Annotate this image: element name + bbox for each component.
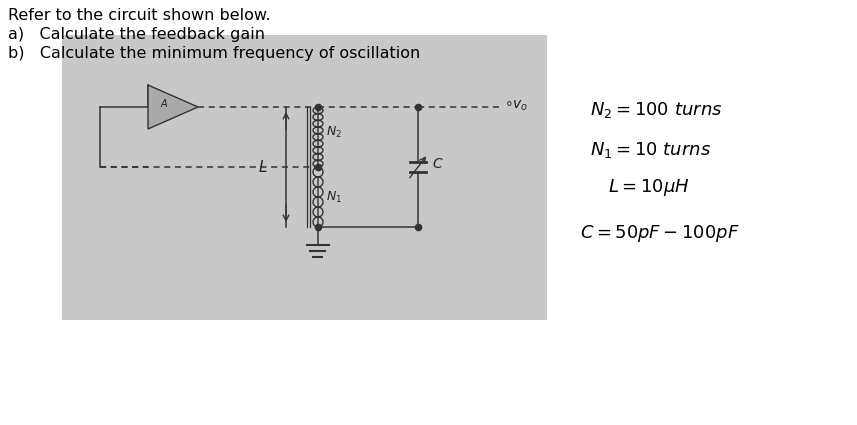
Text: b)   Calculate the minimum frequency of oscillation: b) Calculate the minimum frequency of os…: [8, 46, 420, 61]
Text: $L = 10\mu H$: $L = 10\mu H$: [608, 176, 690, 198]
Text: $L$: $L$: [258, 159, 267, 175]
Bar: [62, 35, 547, 320]
Text: $\circ v_o$: $\circ v_o$: [504, 99, 529, 113]
Text: $C$: $C$: [432, 157, 444, 171]
Text: Refer to the circuit shown below.: Refer to the circuit shown below.: [8, 8, 271, 23]
Text: $N_1$: $N_1$: [326, 190, 342, 204]
Polygon shape: [148, 85, 198, 129]
Text: $N_1 = 10\ \mathit{turns}$: $N_1 = 10\ \mathit{turns}$: [590, 140, 711, 160]
Text: A: A: [161, 99, 168, 109]
Text: $N_2$: $N_2$: [326, 125, 342, 139]
Text: $C = 50pF - 100pF$: $C = 50pF - 100pF$: [580, 223, 740, 244]
Text: a)   Calculate the feedback gain: a) Calculate the feedback gain: [8, 27, 265, 42]
Text: $N_2 = 100\ \mathit{turns}$: $N_2 = 100\ \mathit{turns}$: [590, 100, 722, 120]
